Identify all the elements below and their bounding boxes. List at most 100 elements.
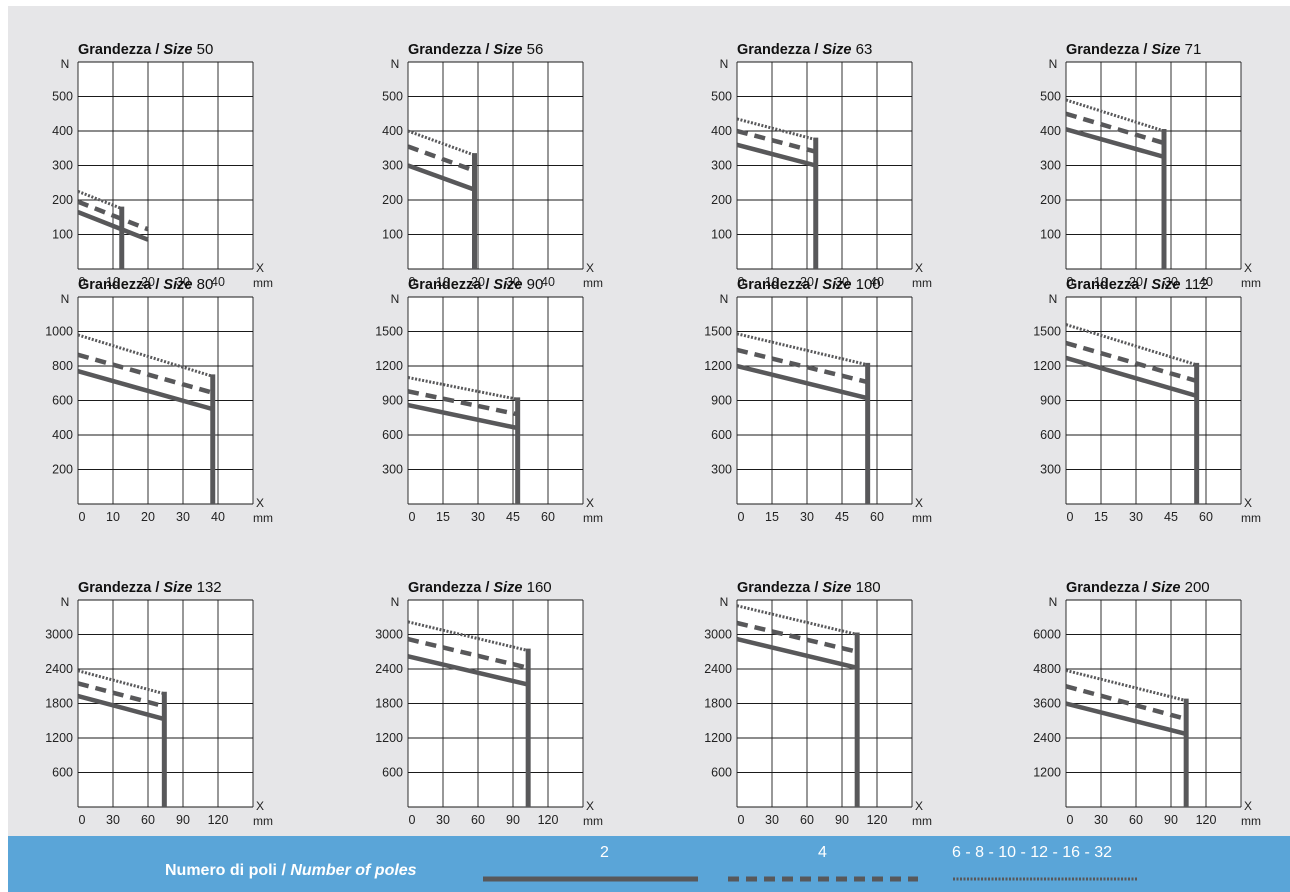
x-tick-label: 10 — [106, 275, 120, 289]
y-tick-label: 1200 — [375, 359, 403, 373]
y-tick-label: 500 — [1040, 90, 1061, 104]
y-axis-label: N — [61, 57, 70, 71]
x-tick-label: 0 — [738, 510, 745, 524]
x-tick-label: 30 — [106, 813, 120, 827]
chart-size-160: Grandezza / Size 160 N Xmm 0 30 60 90 120 600 120… — [375, 579, 603, 828]
x-tick-label: 40 — [1199, 275, 1213, 289]
x-tick-label: 0 — [738, 275, 745, 289]
x-tick-label: 40 — [211, 275, 225, 289]
x-axis-unit: mm — [1241, 511, 1261, 525]
x-tick-label: 40 — [541, 275, 555, 289]
y-axis-label: N — [1049, 595, 1058, 609]
x-axis-unit: mm — [253, 814, 273, 828]
x-tick-label: 40 — [211, 510, 225, 524]
y-tick-label: 3000 — [45, 628, 73, 642]
x-tick-label: 90 — [506, 813, 520, 827]
x-tick-label: 10 — [765, 275, 779, 289]
y-tick-label: 400 — [1040, 124, 1061, 138]
legend-title: Numero di poli / Number of poles — [165, 862, 417, 880]
x-tick-label: 30 — [176, 275, 190, 289]
x-axis-unit: mm — [583, 276, 603, 290]
y-axis-label: N — [720, 292, 729, 306]
y-tick-label: 200 — [711, 193, 732, 207]
y-tick-label: 1200 — [704, 731, 732, 745]
x-axis-unit: mm — [912, 814, 932, 828]
series-line-4-poles — [737, 620, 858, 654]
x-tick-label: 0 — [409, 275, 416, 289]
x-tick-label: 90 — [1164, 813, 1178, 827]
y-tick-label: 100 — [1040, 228, 1061, 242]
chart-size-71: Grandezza / Size 71 N Xmm 0 10 20 30 40 100 200 30… — [1040, 41, 1261, 290]
series-line-2-poles — [408, 654, 529, 687]
y-tick-label: 1200 — [375, 731, 403, 745]
x-tick-label: 30 — [800, 510, 814, 524]
series-line-multi-poles — [1066, 668, 1187, 703]
x-axis-label: X — [1244, 261, 1252, 275]
chart-title: Grandezza / Size 132 — [78, 579, 222, 596]
x-axis-unit: mm — [1241, 276, 1261, 290]
y-tick-label: 600 — [382, 766, 403, 780]
y-tick-label: 500 — [52, 90, 73, 104]
x-tick-label: 90 — [176, 813, 190, 827]
y-axis-label: N — [1049, 57, 1058, 71]
chart-size-180: Grandezza / Size 180 N Xmm 0 30 60 90 120 600 120… — [704, 579, 932, 828]
chart-title: Grandezza / Size 71 — [1066, 41, 1201, 58]
x-axis-label: X — [586, 261, 594, 275]
series-line-4-poles — [408, 389, 519, 417]
chart-title: Grandezza / Size 200 — [1066, 579, 1210, 596]
legend-label-4-poles: 4 — [818, 844, 827, 861]
y-tick-label: 100 — [382, 228, 403, 242]
series-line-4-poles — [78, 199, 149, 232]
x-axis-label: X — [256, 261, 264, 275]
series-line-2-poles — [737, 636, 858, 671]
y-tick-label: 1200 — [704, 359, 732, 373]
y-tick-label: 1800 — [375, 697, 403, 711]
y-axis-label: N — [720, 57, 729, 71]
y-tick-label: 1200 — [1033, 766, 1061, 780]
x-tick-label: 120 — [208, 813, 229, 827]
x-tick-label: 0 — [409, 510, 416, 524]
x-axis-unit: mm — [1241, 814, 1261, 828]
x-tick-label: 15 — [436, 510, 450, 524]
y-tick-label: 200 — [52, 193, 73, 207]
y-tick-label: 300 — [52, 159, 73, 173]
x-tick-label: 45 — [1164, 510, 1178, 524]
x-axis-label: X — [915, 496, 923, 510]
x-tick-label: 60 — [1129, 813, 1143, 827]
x-tick-label: 30 — [506, 275, 520, 289]
series-line-multi-poles — [737, 117, 817, 142]
chart-size-132: Grandezza / Size 132 N Xmm 0 30 60 90 120 600 120… — [45, 579, 273, 828]
legend-title-en: Number of poles — [290, 862, 417, 879]
y-tick-label: 2400 — [704, 662, 732, 676]
chart-title: Grandezza / Size 180 — [737, 579, 881, 596]
y-tick-label: 500 — [382, 90, 403, 104]
chart-size-50: Grandezza / Size 50 N Xmm 0 10 20 30 40 100 200 30… — [52, 41, 273, 290]
y-tick-label: 600 — [52, 394, 73, 408]
chart-size-63: Grandezza / Size 63 N Xmm 0 10 20 30 40 100 200 30… — [711, 41, 932, 290]
x-tick-label: 0 — [738, 813, 745, 827]
y-axis-label: N — [61, 292, 70, 306]
x-tick-label: 0 — [79, 275, 86, 289]
chart-size-200: Grandezza / Size 200 N Xmm 0 30 60 90 120 1200 24… — [1033, 579, 1261, 828]
chart-title: Grandezza / Size 63 — [737, 41, 872, 58]
x-axis-unit: mm — [912, 511, 932, 525]
series-line-2-poles — [737, 363, 869, 401]
y-tick-label: 400 — [52, 124, 73, 138]
y-tick-label: 1800 — [704, 697, 732, 711]
x-tick-label: 90 — [835, 813, 849, 827]
y-tick-label: 2400 — [375, 662, 403, 676]
x-axis-label: X — [256, 496, 264, 510]
y-tick-label: 900 — [711, 394, 732, 408]
y-tick-label: 3000 — [375, 628, 403, 642]
x-tick-label: 0 — [1067, 275, 1074, 289]
series-line-4-poles — [78, 681, 165, 709]
y-tick-label: 200 — [382, 193, 403, 207]
legend-bar: Numero di poli / Number of poles 2 4 6 -… — [8, 836, 1290, 892]
series-line-multi-poles — [408, 376, 518, 401]
y-tick-label: 300 — [382, 159, 403, 173]
y-axis-label: N — [391, 595, 400, 609]
x-axis-unit: mm — [253, 511, 273, 525]
